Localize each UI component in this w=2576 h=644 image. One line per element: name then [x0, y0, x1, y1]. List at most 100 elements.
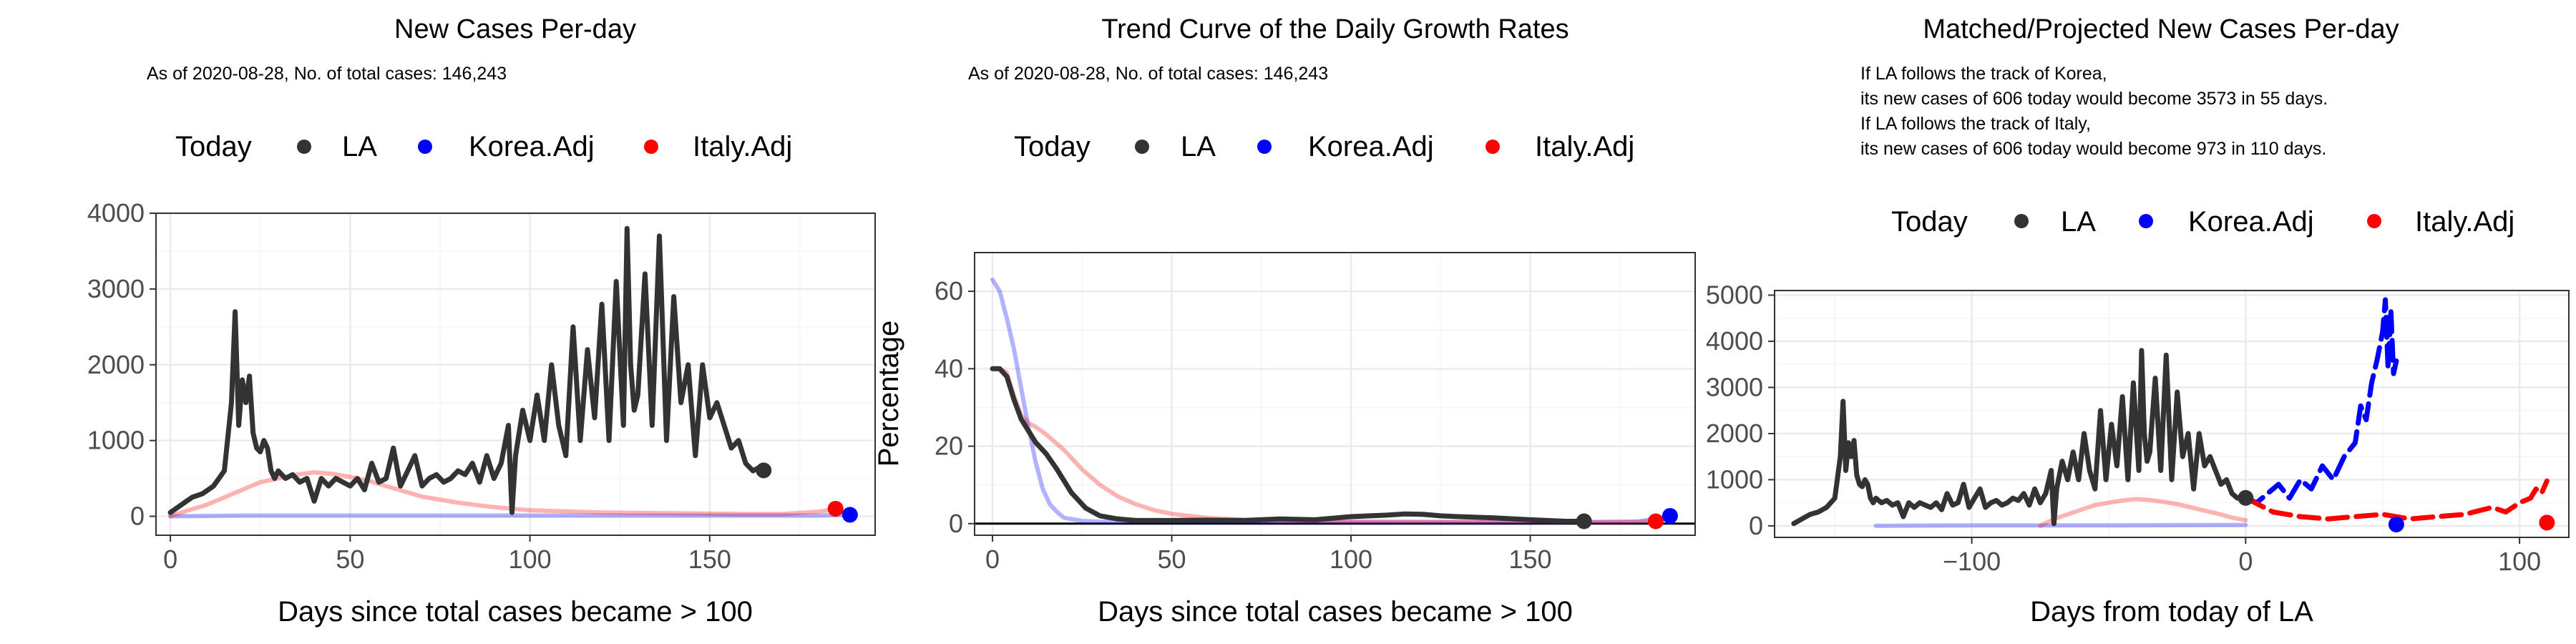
legend-swatch-korea — [418, 140, 432, 154]
series-line-la — [1791, 348, 2248, 527]
x-tick-label: 50 — [336, 545, 364, 574]
x-tick-label: −100 — [1943, 547, 2001, 576]
today-point-italy-adj — [827, 500, 844, 517]
chart-note: If LA follows the track of Korea, — [1860, 64, 2107, 84]
grid — [975, 252, 1695, 535]
today-points-layer — [1576, 507, 1678, 530]
x-tick-label: 0 — [163, 545, 177, 574]
chart-note: its new cases of 606 today would become … — [1860, 139, 2326, 159]
legend-title: Today — [1014, 131, 1091, 162]
series-layer — [990, 277, 1676, 525]
today-points-layer — [756, 462, 858, 523]
today-point-la — [1576, 513, 1592, 530]
series-line-korea-adj — [168, 512, 856, 519]
x-tick-label: 100 — [1330, 545, 1372, 574]
y-tick-label: 40 — [935, 353, 963, 383]
x-tick-label: 150 — [1509, 545, 1552, 574]
today-point-la — [2238, 489, 2254, 506]
legend-label-korea: Korea.Adj — [469, 131, 595, 162]
plot-border — [155, 213, 876, 536]
legend-label-italy: Italy.Adj — [693, 131, 792, 162]
series-layer — [167, 225, 856, 519]
chart-title: New Cases Per-day — [394, 14, 636, 44]
chart-note: As of 2020-08-28, No. of total cases: 14… — [968, 64, 1328, 84]
series-line-korea-adj — [1873, 522, 2248, 528]
legend-label-korea: Korea.Adj — [2188, 206, 2314, 238]
y-tick-label: 3000 — [87, 274, 145, 303]
today-points-layer — [2238, 489, 2555, 532]
grid — [1775, 291, 2569, 537]
legend-swatch-italy — [2367, 214, 2381, 228]
today-point-korea-adj — [2388, 516, 2404, 532]
y-tick-label: 1000 — [1706, 464, 1763, 494]
legend-swatch-italy — [644, 140, 658, 154]
y-tick-label: 0 — [1749, 511, 1763, 540]
today-point-korea-adj — [1662, 507, 1678, 524]
legend-swatch-la — [297, 140, 311, 154]
series-line-korea-adj-projected — [2243, 297, 2399, 506]
chart-panel-growth-rates: Trend Curve of the Daily Growth Rates As… — [873, 14, 1696, 628]
chart-title: Matched/Projected New Cases Per-day — [1923, 14, 2399, 44]
legend-title: Today — [175, 131, 252, 162]
x-axis-title: Days since total cases became > 100 — [278, 596, 753, 628]
chart-title: Trend Curve of the Daily Growth Rates — [1101, 14, 1568, 44]
legend-label-italy: Italy.Adj — [2415, 206, 2514, 238]
y-tick-label: 1000 — [87, 426, 145, 455]
x-tick-label: 100 — [509, 545, 552, 574]
x-tick-label: 50 — [1158, 545, 1186, 574]
plot-border — [974, 252, 1696, 536]
legend-label-korea: Korea.Adj — [1308, 131, 1434, 162]
legend-swatch-korea — [1257, 140, 1272, 154]
x-axis-title: Days from today of LA — [2030, 596, 2313, 628]
x-tick-label: 0 — [2238, 547, 2253, 576]
y-tick-label: 0 — [949, 509, 963, 538]
legend-label-italy: Italy.Adj — [1535, 131, 1634, 162]
series-layer — [1791, 297, 2550, 528]
today-point-italy-adj — [1647, 513, 1664, 530]
today-point-italy-adj — [2539, 514, 2555, 531]
plot-area — [1775, 291, 2569, 537]
legend-title: Today — [1891, 206, 1968, 238]
chart-legend: Today LA Korea.Adj Italy.Adj — [1891, 206, 2514, 238]
series-line-la — [167, 225, 766, 515]
x-tick-label: 100 — [2498, 547, 2541, 576]
legend-label-la: LA — [342, 131, 377, 162]
legend-label-la: LA — [1181, 131, 1216, 162]
chart-note: If LA follows the track of Italy, — [1860, 114, 2091, 134]
chart-note: its new cases of 606 today would become … — [1860, 89, 2328, 109]
series-line-italy-adj — [2038, 497, 2248, 528]
axes-layer: 0 50 100 150 0 1000 2000 3000 4000 — [87, 198, 731, 574]
plot-area — [975, 253, 1695, 535]
chart-panel-new-cases: New Cases Per-day As of 2020-08-28, No. … — [87, 14, 876, 628]
x-tick-label: 0 — [985, 545, 1000, 574]
y-tick-label: 20 — [935, 431, 963, 461]
axes-layer: 0 50 100 150 0 20 40 60 — [935, 276, 1552, 574]
legend-swatch-korea — [2139, 214, 2153, 228]
today-point-korea-adj — [841, 507, 858, 523]
x-tick-label: 150 — [688, 545, 731, 574]
chart-legend: Today LA Korea.Adj Italy.Adj — [175, 131, 792, 162]
y-tick-label: 2000 — [1706, 419, 1763, 448]
y-tick-label: 4000 — [87, 198, 145, 228]
x-axis-title: Days since total cases became > 100 — [1098, 596, 1573, 628]
chart-panel-projected-cases: Matched/Projected New Cases Per-day If L… — [1706, 14, 2570, 628]
plot-border — [1774, 290, 2570, 538]
series-line-italy-adj-projected — [2243, 478, 2550, 522]
legend-swatch-la — [2014, 214, 2029, 228]
today-point-la — [756, 462, 772, 479]
y-tick-label: 0 — [130, 502, 145, 531]
y-axis-title: Percentage — [873, 321, 904, 467]
legend-swatch-italy — [1485, 140, 1500, 154]
y-tick-label: 3000 — [1706, 372, 1763, 401]
y-tick-label: 60 — [935, 276, 963, 306]
legend-label-la: LA — [2061, 206, 2096, 238]
chart-note: As of 2020-08-28, No. of total cases: 14… — [147, 64, 507, 84]
legend-swatch-la — [1135, 140, 1149, 154]
series-line-la — [990, 366, 1587, 524]
y-tick-label: 2000 — [87, 350, 145, 379]
chart-legend: Today LA Korea.Adj Italy.Adj — [1014, 131, 1634, 162]
series-line-korea-adj — [990, 277, 1676, 525]
y-tick-label: 4000 — [1706, 326, 1763, 356]
